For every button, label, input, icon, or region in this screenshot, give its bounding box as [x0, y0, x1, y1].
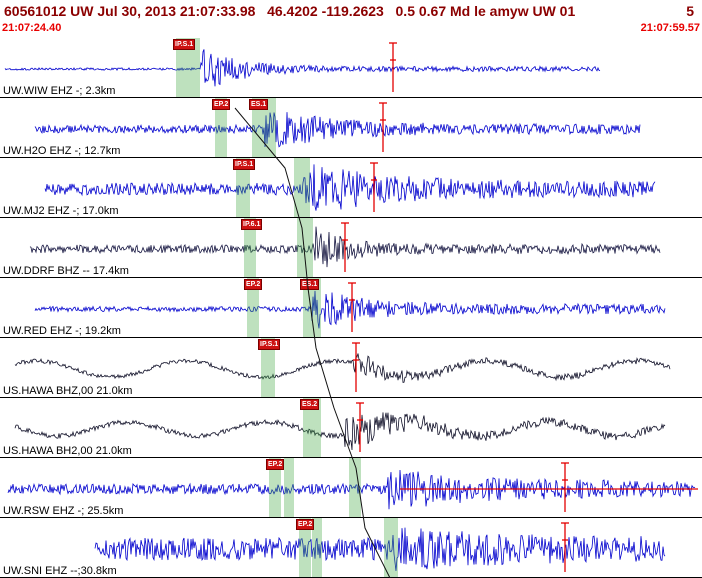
- pick-band[interactable]: [297, 218, 313, 277]
- trace-label: UW.SNI EHZ --;30.8km: [3, 565, 117, 577]
- trace-row: UW.SNI EHZ --;30.8km EP.2: [0, 518, 702, 578]
- pick-flag-label[interactable]: ES.1: [300, 279, 320, 290]
- pick-flag-label[interactable]: IP.S.1: [258, 339, 281, 350]
- trace-row: UW.RSW EHZ -; 25.5km EP.2: [0, 458, 702, 518]
- seismogram-trace: [4, 49, 601, 87]
- pick-flag-label[interactable]: IP.S.1: [233, 159, 256, 170]
- seismogram-trace: [44, 164, 656, 211]
- pick-flag-label[interactable]: EP.2: [266, 459, 285, 470]
- trace-label: UW.RSW EHZ -; 25.5km: [3, 505, 124, 517]
- trace-label: UW.MJ2 EHZ -; 17.0km: [3, 205, 119, 217]
- trace-label: US.HAWA BH2,00 21.0km: [3, 445, 132, 457]
- trace-row: UW.H2O EHZ -; 12.7km EP.2 ES.1: [0, 98, 702, 158]
- pick-band[interactable]: [349, 458, 361, 517]
- event-flag: 5: [686, 3, 694, 19]
- pick-flag-label[interactable]: EP.2: [212, 99, 231, 110]
- trace-list: UW.WIW EHZ -; 2.3km IP.S.1 UW.H2O EHZ -;…: [0, 38, 702, 578]
- pick-flag-label[interactable]: ES.1: [249, 99, 269, 110]
- trace-label: UW.RED EHZ -; 19.2km: [3, 325, 121, 337]
- trace-row: UW.WIW EHZ -; 2.3km IP.S.1: [0, 38, 702, 98]
- pick-band[interactable]: [384, 518, 398, 577]
- trace-row: UW.MJ2 EHZ -; 17.0km IP.S.1: [0, 158, 702, 218]
- trace-row: UW.RED EHZ -; 19.2km EP.2 ES.1: [0, 278, 702, 338]
- pick-flag-label[interactable]: ES.2: [300, 399, 320, 410]
- seismogram-trace: [14, 353, 671, 383]
- seismogram-trace: [34, 290, 666, 329]
- window-start-time: 21:07:24.40: [2, 22, 62, 34]
- pick-band[interactable]: [294, 158, 310, 217]
- pick-band[interactable]: [284, 458, 294, 517]
- trace-row: UW.DDRF BHZ -- 17.4km IP.6.1: [0, 218, 702, 278]
- time-window-row: 21:07:24.40 21:07:59.57: [0, 22, 702, 38]
- event-summary: 60561012 UW Jul 30, 2013 21:07:33.98 46.…: [4, 3, 576, 19]
- seismogram-trace: [34, 112, 641, 148]
- pick-flag-label[interactable]: IP.6.1: [241, 219, 263, 230]
- pick-band[interactable]: [215, 98, 227, 157]
- amplitude-marker[interactable]: [561, 522, 569, 572]
- trace-label: UW.WIW EHZ -; 2.3km: [3, 85, 116, 97]
- window-end-time: 21:07:59.57: [640, 22, 700, 34]
- pick-flag-label[interactable]: IP.S.1: [173, 39, 196, 50]
- trace-label: US.HAWA BHZ,00 21.0km: [3, 385, 133, 397]
- amplitude-marker[interactable]: [389, 42, 397, 92]
- waveform-canvas[interactable]: [0, 38, 702, 97]
- pick-flag-label[interactable]: EP.2: [244, 279, 263, 290]
- amplitude-marker[interactable]: [561, 462, 569, 512]
- trace-label: UW.H2O EHZ -; 12.7km: [3, 145, 121, 157]
- amplitude-marker[interactable]: [352, 342, 360, 392]
- trace-row: US.HAWA BHZ,00 21.0km IP.S.1: [0, 338, 702, 398]
- event-header: 60561012 UW Jul 30, 2013 21:07:33.98 46.…: [0, 0, 702, 22]
- trace-label: UW.DDRF BHZ -- 17.4km: [3, 265, 129, 277]
- pick-flag-label[interactable]: EP.2: [296, 519, 315, 530]
- seismogram-trace: [94, 527, 666, 571]
- trace-row: US.HAWA BH2,00 21.0km ES.2: [0, 398, 702, 458]
